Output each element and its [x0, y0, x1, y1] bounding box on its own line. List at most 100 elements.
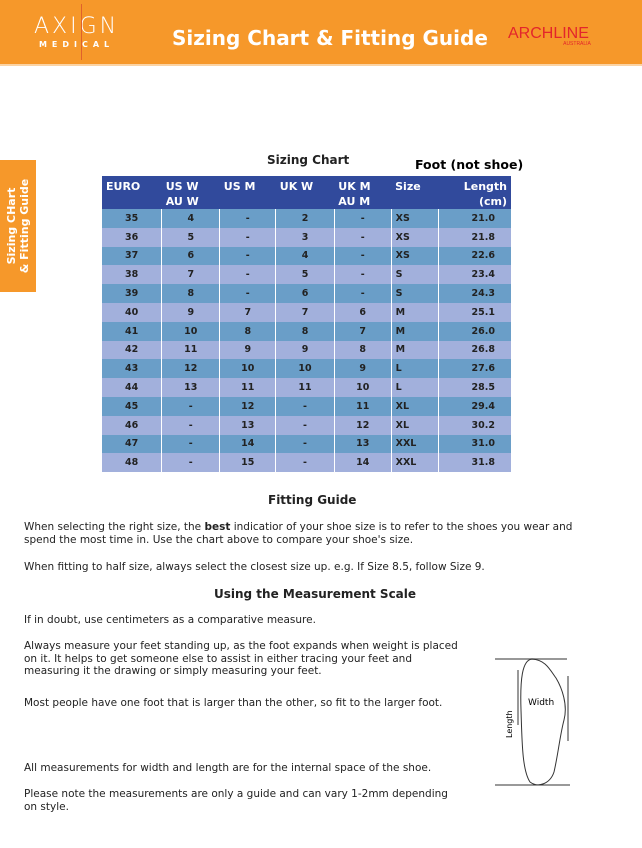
table-cell: XS	[391, 227, 440, 247]
table-cell: 31.0	[438, 434, 511, 454]
table-cell: 2	[275, 209, 335, 228]
table-cell: 8	[275, 321, 335, 341]
table-cell: 9	[275, 340, 335, 360]
table-cell: 45	[102, 396, 163, 416]
table-cell: 30.2	[438, 415, 511, 435]
table-cell: 14	[219, 434, 277, 454]
table-cell: 12	[219, 396, 277, 416]
table-cell: S	[391, 284, 440, 303]
table-cell: 8	[334, 340, 392, 360]
table-row: 42 11 9 9 8 M 26.8	[102, 340, 511, 360]
table-cell: 9	[161, 302, 221, 322]
table-row: 47-14-13 XXL 31.0	[102, 434, 511, 454]
table-cell: 21.8	[438, 227, 511, 247]
measure-p1: If in doubt, use centimeters as a compar…	[24, 614, 316, 626]
table-cell: 43	[102, 359, 163, 379]
table-cell: XS	[391, 246, 440, 266]
table-row: 43 12 10 10 9 L 27.6	[102, 359, 511, 379]
table-cell: 14	[334, 453, 392, 473]
table-cell: 8	[219, 321, 277, 341]
table-cell: 26.0	[438, 321, 511, 341]
table-cell: 31.8	[438, 453, 511, 473]
table-cell: -	[334, 209, 392, 228]
table-row: 38 7-5- S 23.4	[102, 265, 511, 285]
side-tab-line2: & Fitting Guide	[18, 178, 31, 274]
table-cell: 9	[334, 359, 392, 379]
table-row: 40 9 7 7 6 M 25.1	[102, 302, 511, 322]
table-cell: 13	[219, 415, 277, 435]
table-cell: 6	[275, 284, 335, 303]
table-cell: 21.0	[438, 209, 511, 228]
table-cell: XXL	[391, 434, 440, 454]
table-cell: 38	[102, 265, 163, 285]
table-cell: L	[391, 378, 440, 397]
t-bold: best	[204, 521, 231, 533]
table-cell: 28.5	[438, 378, 511, 397]
table-cell: -	[334, 227, 392, 247]
table-cell: -	[275, 396, 335, 416]
table-cell: 10	[334, 378, 392, 397]
table-cell: 5	[275, 265, 335, 285]
table-cell: 29.4	[438, 396, 511, 416]
chart-title: Sizing Chart	[267, 153, 350, 167]
table-cell: -	[334, 284, 392, 303]
table-row: 37 6-4- XS 22.6	[102, 246, 511, 266]
table-cell: -	[275, 415, 335, 435]
table-cell: 44	[102, 378, 163, 397]
table-cell: -	[334, 246, 392, 266]
measure-p3: Most people have one foot that is larger…	[24, 697, 443, 709]
table-cell: 7	[275, 302, 335, 322]
table-cell: 6	[334, 302, 392, 322]
column-header: US W AU W	[161, 176, 220, 209]
fitting-title: Fitting Guide	[268, 493, 357, 507]
axign-logo: AXIGN MEDICAL	[34, 4, 119, 60]
table-cell: 7	[219, 302, 277, 322]
table-cell: -	[219, 209, 277, 228]
partner: ARCHLINE	[508, 25, 589, 42]
table-cell: 15	[219, 453, 277, 473]
table-cell: M	[391, 321, 440, 341]
table-cell: 6	[161, 246, 221, 266]
table-row: 36 5-3- XS 21.8	[102, 227, 511, 247]
table-cell: 10	[219, 359, 277, 379]
table-cell: 13	[161, 378, 221, 397]
table-cell: 11	[161, 340, 221, 360]
table-cell: 25.1	[438, 302, 511, 322]
table-row: 35 4-2- XS 21.0	[102, 209, 511, 228]
measure-p4: All measurements for width and length ar…	[24, 762, 432, 774]
fitting-p2: When fitting to half size, always select…	[24, 561, 485, 573]
table-cell: 39	[102, 284, 163, 303]
table-cell: -	[275, 434, 335, 454]
page-title: Sizing Chart & Fitting Guide	[172, 26, 488, 50]
header-banner: AXIGN MEDICAL Sizing Chart & Fitting Guid…	[0, 0, 642, 66]
table-cell: -	[219, 246, 277, 266]
table-cell: 26.8	[438, 340, 511, 360]
table-row: 44 13 11 11 10 L 28.5	[102, 378, 511, 397]
table-cell: M	[391, 302, 440, 322]
table-cell: XL	[391, 396, 440, 416]
column-header: US M	[219, 176, 276, 209]
table-cell: -	[334, 265, 392, 285]
side-tab-line1: Sizing CHart	[5, 187, 18, 265]
table-cell: 13	[334, 434, 392, 454]
measure-title: Using the Measurement Scale	[214, 587, 417, 601]
table-cell: 35	[102, 209, 163, 228]
table-cell: 9	[219, 340, 277, 360]
table-cell: 3	[275, 227, 335, 247]
table-row: 39 8-6- S 24.3	[102, 284, 511, 303]
table-cell: -	[161, 415, 221, 435]
measure-p2: Always measure your feet standing up, as…	[24, 640, 458, 677]
table-cell: XL	[391, 415, 440, 435]
table-cell: 42	[102, 340, 163, 360]
table-cell: -	[219, 227, 277, 247]
length-label: Length	[505, 710, 514, 738]
table-cell: 11	[219, 378, 277, 397]
table-cell: XXL	[391, 453, 440, 473]
table-cell: -	[161, 453, 221, 473]
sizing-table: EURO US W AU W US M UK W UK M AU M Size Length (c…	[102, 176, 511, 473]
fitting-p1: When selecting the right size, the best …	[24, 521, 594, 546]
table-cell: 12	[334, 415, 392, 435]
table-cell: 24.3	[438, 284, 511, 303]
table-cell: -	[219, 284, 277, 303]
table-cell: 22.6	[438, 246, 511, 266]
